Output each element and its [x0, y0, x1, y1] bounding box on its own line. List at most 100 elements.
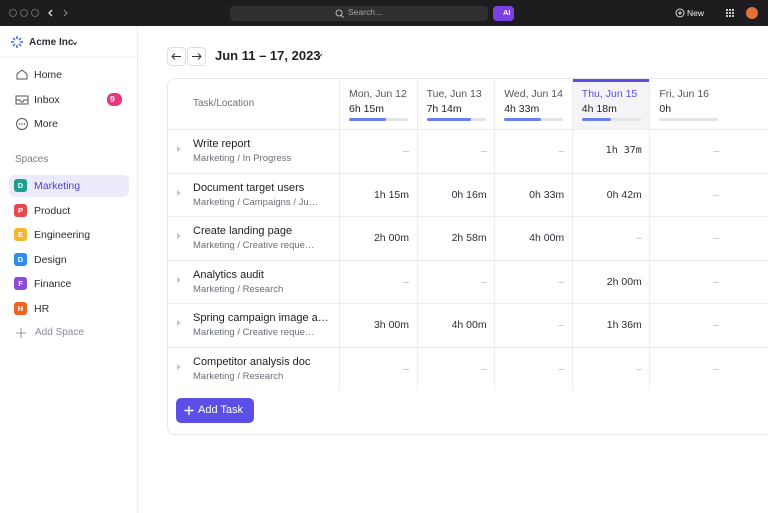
next-icon [192, 53, 202, 60]
more-icon [16, 118, 28, 130]
time-cell[interactable]: – [480, 275, 487, 288]
task-name[interactable]: Competitor analysis doc [193, 355, 311, 368]
time-cell[interactable]: 2h 58m [451, 232, 487, 244]
space-icon: D [14, 252, 27, 266]
time-cell[interactable]: 4h 00m [451, 319, 487, 331]
task-location: Marketing / Campaigns / Ju… [193, 196, 319, 208]
time-cell[interactable]: – [403, 275, 409, 288]
inbox-icon [15, 95, 29, 105]
progress-track [581, 118, 641, 121]
search-placeholder[interactable]: Search... [348, 7, 383, 17]
workspace-name[interactable]: Acme Inc. [29, 37, 77, 48]
date-nav [167, 47, 323, 66]
row-divider [168, 303, 768, 304]
time-cell[interactable]: 3h 00m [373, 319, 409, 331]
space-name[interactable]: Marketing [34, 180, 81, 192]
time-cell[interactable]: – [558, 319, 565, 331]
space-name[interactable]: Engineering [34, 229, 91, 241]
prev-icon [171, 53, 181, 60]
add-task-label[interactable]: Add Task [198, 404, 244, 416]
task-location: Marketing / In Progress [193, 153, 292, 164]
date-caret[interactable] [315, 53, 323, 58]
expand-caret[interactable] [177, 320, 181, 326]
space-name[interactable]: Design [34, 253, 67, 266]
nav-item[interactable]: Home [34, 69, 63, 81]
day-label: Mon, Jun 12 [349, 88, 407, 100]
time-cell[interactable]: – [713, 275, 720, 288]
time-cell[interactable]: – [635, 362, 642, 375]
time-cell[interactable]: 0h 33m [529, 188, 565, 201]
time-cell[interactable]: – [558, 362, 565, 375]
expand-caret[interactable] [177, 363, 181, 370]
time-cell[interactable]: 0h 42m [606, 188, 642, 201]
time-cell[interactable]: – [403, 362, 409, 375]
day-total: 6h 15m [349, 103, 385, 115]
row-divider [168, 216, 768, 217]
top-bar: Search... AI New [0, 0, 768, 26]
progress-fill [349, 118, 386, 121]
time-cell[interactable]: – [713, 362, 720, 375]
space-icon: P [14, 203, 27, 217]
ai-label[interactable]: AI [503, 8, 511, 17]
time-cell[interactable]: – [480, 362, 487, 375]
time-cell[interactable]: 1h 15m [373, 188, 409, 201]
expand-caret[interactable] [177, 189, 181, 196]
search-box[interactable] [230, 6, 488, 21]
time-cell[interactable]: – [635, 232, 642, 244]
ai-badge[interactable] [493, 6, 514, 21]
time-cell[interactable]: – [713, 319, 720, 331]
timesheet-table: Task/Location Mon, Jun 12 6h 15m Tue, Jun 1… [167, 78, 768, 435]
time-cell[interactable]: – [713, 145, 720, 157]
spaces-title: Spaces [15, 154, 49, 165]
task-name[interactable]: Spring campaign image a… [193, 312, 329, 324]
day-total: 7h 14m [426, 103, 462, 115]
time-cell[interactable]: – [713, 188, 720, 201]
day-total: 4h 18m [581, 103, 617, 115]
add-task-icon [184, 406, 194, 415]
task-name[interactable]: Write report [193, 138, 251, 150]
task-name[interactable]: Analytics audit [193, 268, 264, 281]
space-name[interactable]: Finance [34, 278, 72, 290]
apps-icon[interactable] [726, 9, 734, 17]
expand-caret[interactable] [177, 276, 181, 283]
column-divider [339, 79, 340, 390]
task-name[interactable]: Create landing page [193, 225, 293, 237]
time-cell[interactable]: 4h 00m [529, 232, 565, 244]
time-cell[interactable]: – [403, 145, 409, 157]
time-cell[interactable]: 0h 16m [451, 188, 487, 201]
date-range[interactable]: Jun 11 – 17, 2023 [215, 48, 321, 63]
window-dot [20, 9, 28, 17]
task-location: Marketing / Creative reque… [193, 327, 315, 338]
new-icon [675, 8, 685, 18]
nav-item[interactable]: More [34, 118, 58, 130]
column-divider [494, 79, 496, 390]
task-name[interactable]: Document target users [193, 181, 305, 194]
time-cell[interactable]: 2h 00m [373, 232, 409, 244]
avatar[interactable] [746, 7, 758, 19]
new-button[interactable]: New [687, 8, 705, 18]
space-name[interactable]: Product [34, 204, 71, 217]
time-cell[interactable]: 1h 37m [605, 145, 642, 156]
add-task-button[interactable]: Add Task [176, 398, 254, 423]
time-cell[interactable]: 1h 36m [606, 319, 642, 331]
active-column-bar [571, 79, 650, 82]
row-divider [168, 346, 768, 348]
expand-caret[interactable] [177, 146, 181, 152]
workspace-caret[interactable] [72, 41, 78, 45]
nav-item[interactable]: Inbox [34, 93, 60, 106]
space-name[interactable]: HR [34, 302, 50, 315]
home-icon [16, 69, 28, 80]
time-cell[interactable]: – [558, 145, 565, 157]
add-space[interactable]: Add Space [35, 327, 84, 338]
expand-caret[interactable] [177, 233, 181, 239]
time-cell[interactable]: – [480, 145, 487, 157]
time-cell[interactable]: 2h 00m [606, 275, 642, 288]
column-header: Task/Location [193, 98, 255, 109]
time-cell[interactable]: – [558, 275, 565, 288]
time-cell[interactable]: – [713, 232, 720, 244]
search-icon [340, 14, 344, 18]
forward-icon[interactable] [63, 9, 68, 17]
back-icon[interactable] [48, 9, 53, 17]
window-dot [31, 9, 39, 17]
